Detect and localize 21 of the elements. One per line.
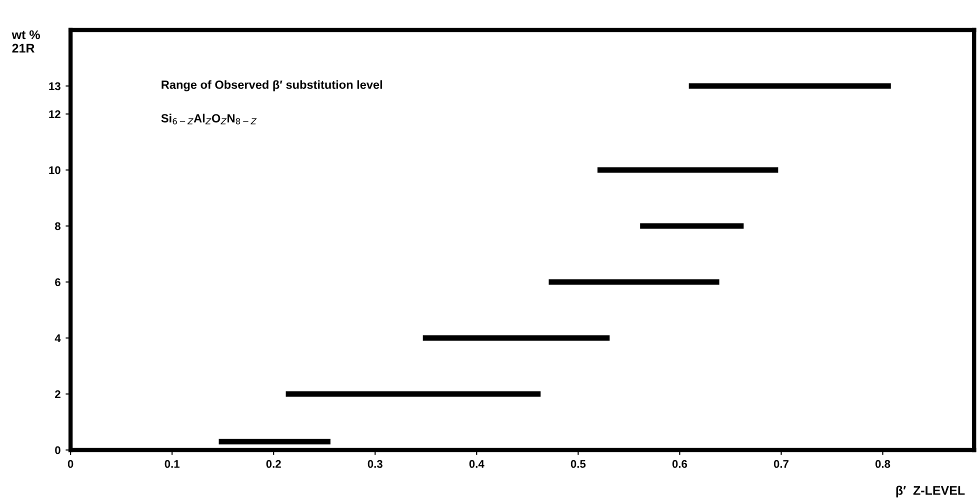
- y-tick-label: 4: [54, 334, 61, 342]
- x-tick-label: 0.8: [875, 460, 890, 468]
- y-tick-label: 6: [55, 278, 60, 286]
- annotation: Si$_{6−Z}$Al$_{Z}$O$_{Z}$N$_{8−Z}$: [161, 114, 257, 124]
- y-tick-label: 13: [49, 82, 60, 90]
- annotation: Range of Observed β′ substitution level: [162, 80, 382, 92]
- y-tick-label: 2: [55, 390, 60, 398]
- y-tick-label: 0: [55, 446, 60, 454]
- x-tick-label: 0.1: [164, 460, 180, 468]
- x-tick-label: 0.7: [774, 460, 788, 468]
- x-tick-label: 0.2: [266, 460, 281, 468]
- x-tick-label: 0.4: [469, 460, 484, 468]
- x-tick-label: 0.3: [368, 460, 382, 468]
- y-tick-label: 12: [49, 110, 60, 118]
- y-tick-label: 8: [55, 222, 60, 230]
- y-tick-label: 10: [49, 166, 60, 174]
- x-axis-title: β′ Z-LEVEL: [896, 486, 965, 498]
- x-tick-label: 0.5: [570, 460, 586, 468]
- x-tick-label: 0.6: [672, 460, 688, 468]
- x-tick-label: 0: [68, 460, 74, 468]
- y-axis-title: wt % 21R: [12, 30, 40, 53]
